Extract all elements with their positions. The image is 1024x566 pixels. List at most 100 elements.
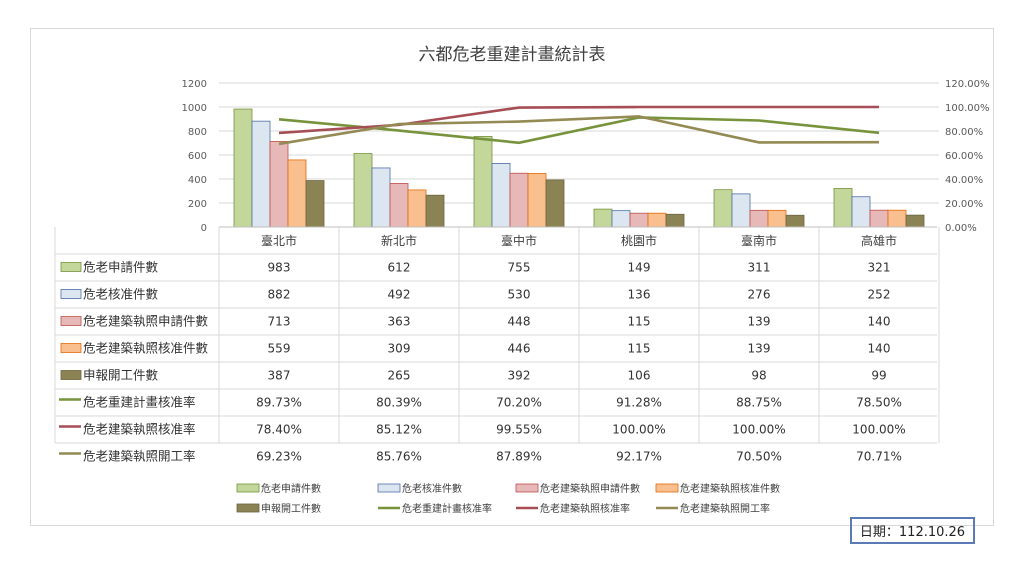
data-label: 91.28% — [616, 396, 662, 410]
series-line — [278, 115, 880, 146]
chart-frame: 六都危老重建計畫統計表 0 0.00% 200 20.00% 400 40.00% 600 60… — [30, 28, 994, 544]
legend-label: 危老重建計畫核准率 — [402, 502, 492, 515]
data-label: 85.12% — [376, 423, 422, 437]
data-label: 115 — [628, 342, 651, 356]
table-row-label: 危老核准件數 — [83, 287, 159, 302]
data-label: 755 — [508, 261, 531, 275]
legend-label: 危老申請件數 — [261, 482, 321, 495]
data-label: 70.20% — [496, 396, 542, 410]
data-label: 139 — [748, 315, 771, 329]
data-label: 139 — [748, 342, 771, 356]
bar — [407, 189, 427, 228]
table-row-label: 危老建築執照開工率 — [83, 449, 196, 464]
legend-label: 危老建築執照開工率 — [680, 502, 770, 515]
data-label: 559 — [268, 342, 291, 356]
table-row-label: 申報開工件數 — [83, 368, 159, 383]
data-label: 78.40% — [256, 423, 302, 437]
bar — [905, 214, 925, 228]
data-label: 321 — [868, 261, 891, 275]
bar — [389, 183, 409, 228]
data-label: 983 — [268, 261, 291, 275]
bar — [233, 108, 253, 228]
bar — [371, 167, 391, 228]
table-row-label: 危老重建計畫核准率 — [83, 395, 196, 410]
data-label: 448 — [508, 315, 531, 329]
y-left-tick-label: 400 — [188, 175, 207, 186]
y-right-tick-label: 100.00% — [945, 103, 990, 114]
category-label: 臺南市 — [741, 233, 777, 248]
data-label: 276 — [748, 288, 771, 302]
bar — [713, 189, 733, 228]
bar — [593, 208, 613, 228]
bar — [527, 173, 547, 228]
table-row-label: 危老建築執照申請件數 — [83, 314, 209, 329]
category-label: 新北市 — [381, 233, 417, 248]
data-label: 100.00% — [732, 423, 785, 437]
bar — [509, 172, 529, 228]
bar — [767, 209, 787, 228]
data-label: 89.73% — [256, 396, 302, 410]
legend-label: 危老建築執照核准件數 — [680, 482, 780, 495]
legend-label: 危老建築執照核准率 — [540, 502, 630, 515]
data-label: 492 — [388, 288, 411, 302]
data-label: 140 — [868, 342, 891, 356]
bar — [251, 120, 271, 228]
data-label: 149 — [628, 261, 651, 275]
legend-label: 危老建築執照申請件數 — [540, 482, 640, 495]
data-label: 115 — [628, 315, 651, 329]
bar — [647, 212, 667, 228]
data-label: 387 — [268, 369, 291, 383]
table-row-label: 危老建築執照核准件數 — [83, 341, 209, 356]
bar — [785, 214, 805, 228]
data-label: 92.17% — [616, 450, 662, 464]
data-label: 100.00% — [852, 423, 905, 437]
data-label: 309 — [388, 342, 411, 356]
bar — [833, 188, 853, 228]
data-label: 85.76% — [376, 450, 422, 464]
data-label: 265 — [388, 369, 411, 383]
data-label: 80.39% — [376, 396, 422, 410]
table-row-label: 危老申請件數 — [83, 260, 159, 275]
legend-swatch — [60, 370, 82, 380]
y-left-tick-label: 600 — [188, 151, 207, 162]
data-label: 311 — [748, 261, 771, 275]
data-label: 446 — [508, 342, 531, 356]
category-label: 臺北市 — [261, 233, 297, 248]
bar — [731, 193, 751, 228]
y-left-tick-label: 1200 — [182, 79, 207, 90]
legend-label: 危老核准件數 — [402, 482, 462, 495]
data-label: 136 — [628, 288, 651, 302]
legend-swatch — [377, 483, 401, 493]
y-right-tick-label: 60.00% — [945, 151, 983, 162]
table-row-label: 危老建築執照核准率 — [83, 422, 196, 437]
data-label: 252 — [868, 288, 891, 302]
bar — [425, 194, 445, 228]
data-label: 713 — [268, 315, 291, 329]
y-left-tick-label: 0 — [201, 223, 207, 234]
data-label: 99.55% — [496, 423, 542, 437]
bar — [665, 213, 685, 228]
bar — [305, 180, 325, 228]
bar — [611, 210, 631, 228]
data-label: 612 — [388, 261, 411, 275]
category-label: 高雄市 — [861, 233, 897, 248]
y-right-tick-label: 20.00% — [945, 199, 983, 210]
data-label: 100.00% — [612, 423, 665, 437]
data-label: 98 — [751, 369, 766, 383]
bar — [749, 209, 769, 228]
data-label: 78.50% — [856, 396, 902, 410]
data-label: 363 — [388, 315, 411, 329]
bar — [473, 136, 493, 228]
y-left-tick-label: 800 — [188, 127, 207, 138]
legend-swatch — [60, 316, 82, 326]
y-left-tick-label: 1000 — [182, 103, 207, 114]
date-label: 日期：112.10.26 — [850, 517, 975, 544]
legend-swatch — [236, 483, 260, 493]
bar — [287, 159, 307, 228]
bar — [869, 209, 889, 228]
bar — [353, 153, 373, 228]
y-right-tick-label: 120.00% — [945, 79, 990, 90]
y-right-tick-label: 40.00% — [945, 175, 983, 186]
chart-title: 六都危老重建計畫統計表 — [419, 45, 606, 65]
data-label: 88.75% — [736, 396, 782, 410]
